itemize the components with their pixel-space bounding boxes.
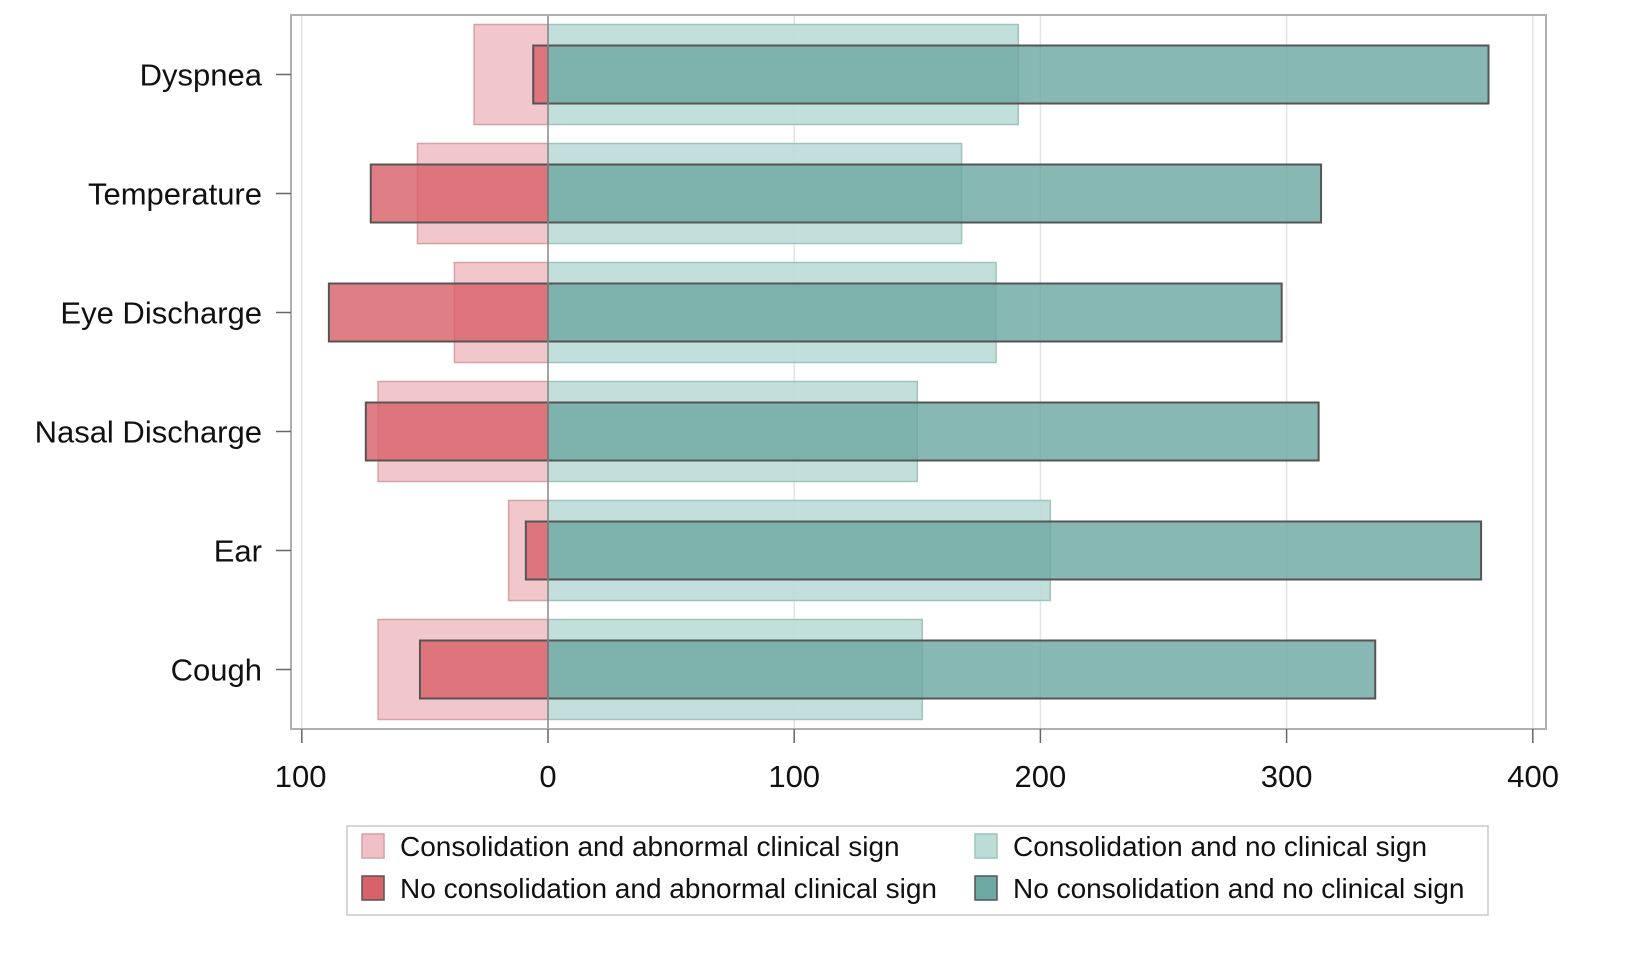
- category-label-dyspnea: Dyspnea: [140, 58, 263, 93]
- legend-label-consolidation-and-abnormal-clinical-sign: Consolidation and abnormal clinical sign: [400, 831, 900, 862]
- x-tick-label: 100: [768, 759, 820, 794]
- bar-cough-no-consolidation-and-no-clinical-sign: [547, 639, 1377, 700]
- x-tick-label: 0: [539, 759, 556, 794]
- legend-swatch-consolidation-and-abnormal-clinical-sign: [361, 833, 385, 859]
- bar-nasal-discharge-no-consolidation-and-abnormal-clinical-sign: [364, 401, 550, 462]
- legend-swatch-no-consolidation-and-abnormal-clinical-sign: [361, 875, 385, 901]
- bar-temperature-no-consolidation-and-abnormal-clinical-sign: [369, 163, 549, 224]
- bar-temperature-no-consolidation-and-no-clinical-sign: [547, 163, 1323, 224]
- bar-ear-no-consolidation-and-abnormal-clinical-sign: [524, 520, 549, 581]
- legend-swatch-consolidation-and-no-clinical-sign: [974, 833, 998, 859]
- grid-lines: [291, 15, 1546, 729]
- category-label-ear: Ear: [214, 534, 262, 569]
- x-tick-label: 400: [1507, 759, 1559, 794]
- bar-eye-discharge-no-consolidation-and-abnormal-clinical-sign: [327, 282, 549, 343]
- category-labels: Dyspnea Temperature Eye Discharge Nasal Dis…: [35, 58, 291, 688]
- legend: Consolidation and abnormal clinical sign…: [346, 825, 1489, 916]
- bar-dyspnea-no-consolidation-and-abnormal-clinical-sign: [532, 44, 550, 105]
- bars: [327, 15, 1490, 729]
- legend-box: [346, 825, 1489, 916]
- legend-label-consolidation-and-no-clinical-sign: Consolidation and no clinical sign: [1013, 831, 1427, 862]
- x-tick-label: 200: [1015, 759, 1067, 794]
- x-tick-label: 300: [1261, 759, 1313, 794]
- bar-eye-discharge-no-consolidation-and-no-clinical-sign: [547, 282, 1283, 343]
- legend-swatch-no-consolidation-and-no-clinical-sign: [974, 875, 998, 901]
- plot-background: [291, 15, 1546, 729]
- x-tick-label: 100: [275, 759, 327, 794]
- category-label-temperature: Temperature: [88, 177, 262, 212]
- plot-frame: [290, 14, 1547, 730]
- legend-label-no-consolidation-and-abnormal-clinical-sign: No consolidation and abnormal clinical s…: [400, 873, 937, 904]
- x-axis-ticks: 100 0 100 200 300 400: [275, 729, 1559, 794]
- category-label-nasal-discharge: Nasal Discharge: [35, 415, 262, 450]
- bar-ear-no-consolidation-and-no-clinical-sign: [547, 520, 1483, 581]
- bar-dyspnea-no-consolidation-and-no-clinical-sign: [547, 44, 1490, 105]
- bar-nasal-discharge-no-consolidation-and-no-clinical-sign: [547, 401, 1320, 462]
- category-label-eye-discharge: Eye Discharge: [60, 296, 262, 331]
- legend-label-no-consolidation-and-no-clinical-sign: No consolidation and no clinical sign: [1013, 873, 1464, 904]
- category-label-cough: Cough: [171, 653, 262, 688]
- bar-cough-no-consolidation-and-abnormal-clinical-sign: [418, 639, 550, 700]
